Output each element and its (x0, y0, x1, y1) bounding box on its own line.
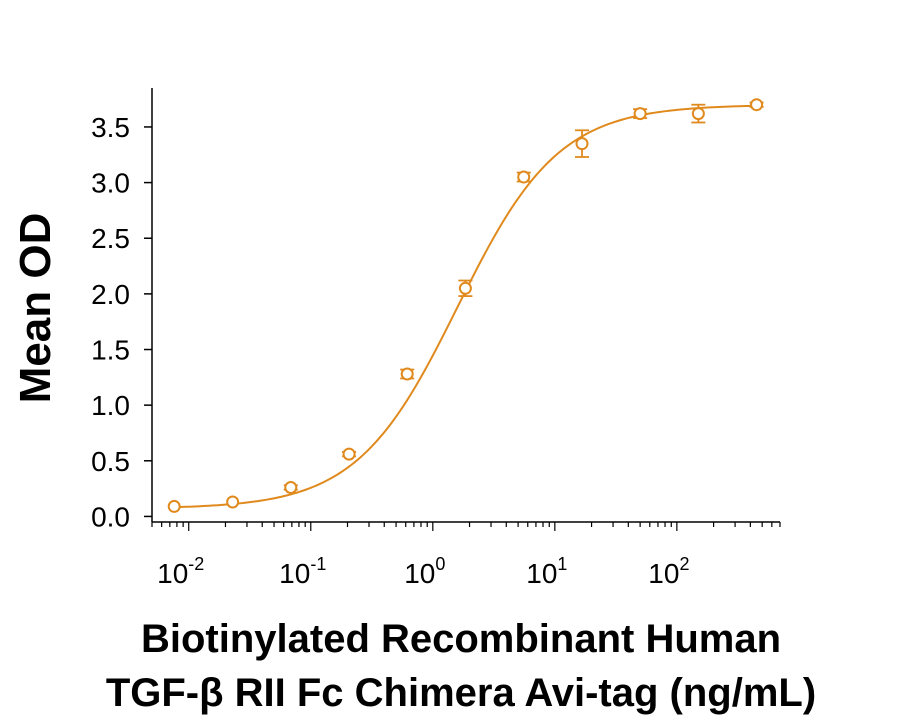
y-axis-title: Mean OD (11, 213, 60, 404)
data-point (167, 499, 181, 513)
x-tick-label: 102 (648, 554, 689, 589)
x-tick-label: 10-2 (157, 554, 204, 589)
x-axis-title-line-2: TGF-β RII Fc Chimera Avi-tag (ng/mL) (106, 671, 816, 715)
y-tick-label: 2.5 (91, 223, 130, 254)
data-point (517, 170, 531, 184)
y-tick-label: 0.0 (91, 501, 130, 532)
x-tick-label: 100 (404, 554, 445, 589)
fit-curve (174, 104, 757, 509)
data-point (633, 107, 647, 121)
y-tick-label: 1.0 (91, 390, 130, 421)
data-point (750, 98, 764, 112)
data-point (342, 447, 356, 461)
y-tick-label: 1.5 (91, 335, 130, 366)
data-point (458, 281, 472, 295)
y-tick-label: 3.5 (91, 112, 130, 143)
plot-area: 0.0 0.5 1.0 1.5 2.0 2.5 3.0 3.5 10-2 10-1 100 101 10… (91, 88, 781, 589)
x-axis-title-line-1: Biotinylated Recombinant Human (141, 617, 781, 661)
y-tick-label: 2.0 (91, 279, 130, 310)
data-point (691, 107, 705, 121)
data-point (400, 367, 414, 381)
data-point (575, 137, 589, 151)
data-point (226, 495, 240, 509)
data-point (284, 481, 298, 495)
y-tick-label: 0.5 (91, 446, 130, 477)
y-tick-label: 3.0 (91, 168, 130, 199)
x-tick-label: 10-1 (279, 554, 326, 589)
x-tick-label: 101 (526, 554, 567, 589)
